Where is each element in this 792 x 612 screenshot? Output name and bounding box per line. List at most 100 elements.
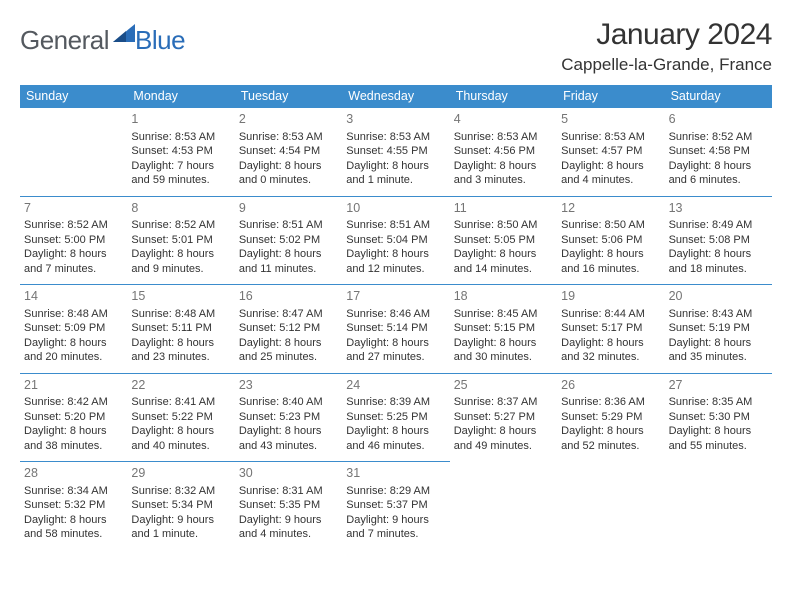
weekday-header: Wednesday — [342, 85, 449, 107]
calendar-cell: 18Sunrise: 8:45 AMSunset: 5:15 PMDayligh… — [450, 284, 557, 373]
daylight-text: Daylight: 8 hours and 7 minutes. — [24, 247, 123, 276]
sunset-text: Sunset: 4:55 PM — [346, 144, 445, 159]
daylight-text: Daylight: 8 hours and 3 minutes. — [454, 159, 553, 188]
day-number: 5 — [561, 111, 660, 128]
calendar-cell: 6Sunrise: 8:52 AMSunset: 4:58 PMDaylight… — [665, 107, 772, 196]
day-number: 19 — [561, 288, 660, 305]
weekday-header: Friday — [557, 85, 664, 107]
calendar-cell: 4Sunrise: 8:53 AMSunset: 4:56 PMDaylight… — [450, 107, 557, 196]
day-number: 3 — [346, 111, 445, 128]
daylight-text: Daylight: 8 hours and 58 minutes. — [24, 513, 123, 542]
sunset-text: Sunset: 5:23 PM — [239, 410, 338, 425]
sunrise-text: Sunrise: 8:52 AM — [669, 130, 768, 145]
sunrise-text: Sunrise: 8:53 AM — [346, 130, 445, 145]
logo: General Blue — [20, 24, 185, 57]
day-number: 24 — [346, 377, 445, 394]
calendar-cell: 16Sunrise: 8:47 AMSunset: 5:12 PMDayligh… — [235, 284, 342, 373]
day-number: 23 — [239, 377, 338, 394]
sunrise-text: Sunrise: 8:51 AM — [346, 218, 445, 233]
sunset-text: Sunset: 5:00 PM — [24, 233, 123, 248]
day-number: 11 — [454, 200, 553, 217]
calendar-cell-blank — [20, 107, 127, 196]
sunrise-text: Sunrise: 8:31 AM — [239, 484, 338, 499]
sunrise-text: Sunrise: 8:37 AM — [454, 395, 553, 410]
calendar-grid: SundayMondayTuesdayWednesdayThursdayFrid… — [20, 85, 772, 550]
sunset-text: Sunset: 4:56 PM — [454, 144, 553, 159]
day-number: 7 — [24, 200, 123, 217]
daylight-text: Daylight: 8 hours and 20 minutes. — [24, 336, 123, 365]
weekday-header: Monday — [127, 85, 234, 107]
daylight-text: Daylight: 8 hours and 9 minutes. — [131, 247, 230, 276]
location: Cappelle-la-Grande, France — [561, 55, 772, 75]
daylight-text: Daylight: 8 hours and 52 minutes. — [561, 424, 660, 453]
topbar: General Blue January 2024 Cappelle-la-Gr… — [20, 18, 772, 75]
day-number: 20 — [669, 288, 768, 305]
daylight-text: Daylight: 9 hours and 7 minutes. — [346, 513, 445, 542]
day-number: 27 — [669, 377, 768, 394]
day-number: 25 — [454, 377, 553, 394]
calendar-cell: 24Sunrise: 8:39 AMSunset: 5:25 PMDayligh… — [342, 373, 449, 462]
calendar-cell: 12Sunrise: 8:50 AMSunset: 5:06 PMDayligh… — [557, 196, 664, 285]
daylight-text: Daylight: 8 hours and 14 minutes. — [454, 247, 553, 276]
sunset-text: Sunset: 5:08 PM — [669, 233, 768, 248]
sunset-text: Sunset: 5:09 PM — [24, 321, 123, 336]
calendar-cell: 17Sunrise: 8:46 AMSunset: 5:14 PMDayligh… — [342, 284, 449, 373]
sunset-text: Sunset: 5:27 PM — [454, 410, 553, 425]
day-number: 9 — [239, 200, 338, 217]
calendar-cell: 10Sunrise: 8:51 AMSunset: 5:04 PMDayligh… — [342, 196, 449, 285]
daylight-text: Daylight: 8 hours and 55 minutes. — [669, 424, 768, 453]
sunset-text: Sunset: 5:02 PM — [239, 233, 338, 248]
sunset-text: Sunset: 5:37 PM — [346, 498, 445, 513]
calendar-cell: 9Sunrise: 8:51 AMSunset: 5:02 PMDaylight… — [235, 196, 342, 285]
daylight-text: Daylight: 8 hours and 43 minutes. — [239, 424, 338, 453]
sunset-text: Sunset: 5:19 PM — [669, 321, 768, 336]
sunset-text: Sunset: 5:22 PM — [131, 410, 230, 425]
sunset-text: Sunset: 5:17 PM — [561, 321, 660, 336]
sunrise-text: Sunrise: 8:39 AM — [346, 395, 445, 410]
daylight-text: Daylight: 8 hours and 0 minutes. — [239, 159, 338, 188]
daylight-text: Daylight: 8 hours and 4 minutes. — [561, 159, 660, 188]
daylight-text: Daylight: 8 hours and 16 minutes. — [561, 247, 660, 276]
daylight-text: Daylight: 8 hours and 40 minutes. — [131, 424, 230, 453]
sunrise-text: Sunrise: 8:50 AM — [561, 218, 660, 233]
title-block: January 2024 Cappelle-la-Grande, France — [561, 18, 772, 75]
sunrise-text: Sunrise: 8:35 AM — [669, 395, 768, 410]
sunrise-text: Sunrise: 8:32 AM — [131, 484, 230, 499]
calendar-cell: 27Sunrise: 8:35 AMSunset: 5:30 PMDayligh… — [665, 373, 772, 462]
logo-text-blue: Blue — [135, 25, 185, 56]
calendar-cell: 26Sunrise: 8:36 AMSunset: 5:29 PMDayligh… — [557, 373, 664, 462]
day-number: 4 — [454, 111, 553, 128]
calendar-cell: 2Sunrise: 8:53 AMSunset: 4:54 PMDaylight… — [235, 107, 342, 196]
day-number: 8 — [131, 200, 230, 217]
sunset-text: Sunset: 4:53 PM — [131, 144, 230, 159]
sunrise-text: Sunrise: 8:42 AM — [24, 395, 123, 410]
daylight-text: Daylight: 8 hours and 30 minutes. — [454, 336, 553, 365]
daylight-text: Daylight: 8 hours and 11 minutes. — [239, 247, 338, 276]
calendar-cell: 29Sunrise: 8:32 AMSunset: 5:34 PMDayligh… — [127, 461, 234, 550]
calendar-cell: 25Sunrise: 8:37 AMSunset: 5:27 PMDayligh… — [450, 373, 557, 462]
daylight-text: Daylight: 8 hours and 38 minutes. — [24, 424, 123, 453]
calendar-cell: 15Sunrise: 8:48 AMSunset: 5:11 PMDayligh… — [127, 284, 234, 373]
sunset-text: Sunset: 5:06 PM — [561, 233, 660, 248]
calendar-cell: 20Sunrise: 8:43 AMSunset: 5:19 PMDayligh… — [665, 284, 772, 373]
daylight-text: Daylight: 9 hours and 4 minutes. — [239, 513, 338, 542]
sunrise-text: Sunrise: 8:53 AM — [239, 130, 338, 145]
sunrise-text: Sunrise: 8:36 AM — [561, 395, 660, 410]
day-number: 14 — [24, 288, 123, 305]
weekday-header: Saturday — [665, 85, 772, 107]
sunset-text: Sunset: 5:30 PM — [669, 410, 768, 425]
sunset-text: Sunset: 5:34 PM — [131, 498, 230, 513]
sunrise-text: Sunrise: 8:43 AM — [669, 307, 768, 322]
calendar-cell: 8Sunrise: 8:52 AMSunset: 5:01 PMDaylight… — [127, 196, 234, 285]
logo-triangle-icon — [113, 24, 135, 47]
daylight-text: Daylight: 8 hours and 18 minutes. — [669, 247, 768, 276]
day-number: 18 — [454, 288, 553, 305]
calendar-cell: 11Sunrise: 8:50 AMSunset: 5:05 PMDayligh… — [450, 196, 557, 285]
sunrise-text: Sunrise: 8:41 AM — [131, 395, 230, 410]
sunrise-text: Sunrise: 8:40 AM — [239, 395, 338, 410]
daylight-text: Daylight: 8 hours and 6 minutes. — [669, 159, 768, 188]
sunset-text: Sunset: 5:35 PM — [239, 498, 338, 513]
day-number: 31 — [346, 465, 445, 482]
sunset-text: Sunset: 4:57 PM — [561, 144, 660, 159]
day-number: 30 — [239, 465, 338, 482]
